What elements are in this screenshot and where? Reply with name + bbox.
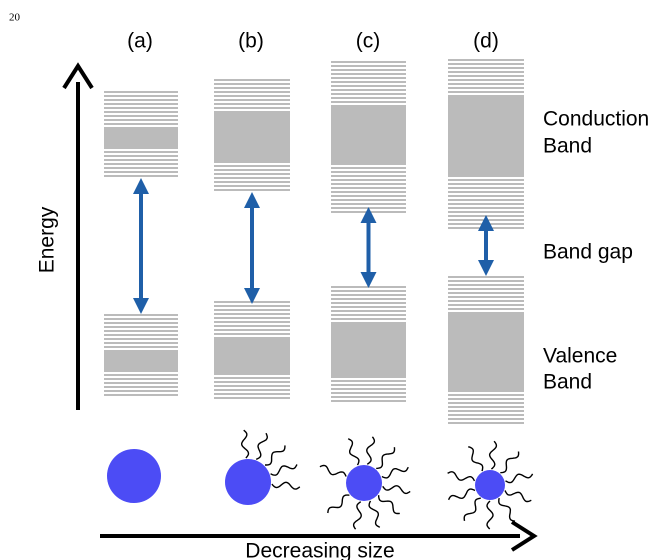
nanoparticles <box>107 430 533 529</box>
ligand <box>499 498 515 521</box>
panel-label: (a) <box>127 30 153 53</box>
ligand <box>449 489 475 500</box>
ligand <box>242 430 249 458</box>
x-axis-label: Decreasing size <box>245 540 394 560</box>
valence-label: Valence <box>543 345 617 368</box>
y-axis-label: Energy <box>36 206 59 273</box>
ligand <box>383 486 411 494</box>
ligand <box>506 474 533 483</box>
particle <box>346 465 382 501</box>
ligand <box>487 501 493 529</box>
conduction-label: Band <box>543 135 592 158</box>
particle <box>475 470 505 500</box>
ligand <box>369 501 380 527</box>
ligand <box>272 482 300 489</box>
ligand <box>367 437 375 465</box>
diagram: 20 (a) (b) (c) (d) Energy Decreasing siz… <box>0 0 660 560</box>
ligand <box>379 495 400 513</box>
ligand <box>490 441 497 469</box>
ligand <box>256 433 267 459</box>
ligand <box>382 467 408 478</box>
ligand <box>348 439 359 465</box>
valence-label: Band <box>543 371 592 394</box>
energy-levels <box>104 60 524 423</box>
ligand <box>500 452 518 473</box>
ligand <box>265 445 285 465</box>
gap-label: Band gap <box>543 241 633 264</box>
ligand <box>320 465 346 476</box>
ligand <box>468 447 483 471</box>
conduction-label: Conduction <box>543 108 649 131</box>
particle <box>107 449 161 503</box>
ligand <box>505 491 531 502</box>
panel-label: (c) <box>356 30 381 53</box>
panel-label: (b) <box>238 30 264 53</box>
corner-label: 20 <box>9 12 21 24</box>
ligand <box>448 472 475 481</box>
particle <box>225 459 271 505</box>
ligand <box>464 498 481 521</box>
ligand <box>354 502 362 530</box>
panel-label: (d) <box>473 30 499 53</box>
ligand <box>328 495 350 513</box>
ligand <box>271 465 297 476</box>
energy-axis <box>64 66 92 410</box>
ligand <box>376 447 394 468</box>
